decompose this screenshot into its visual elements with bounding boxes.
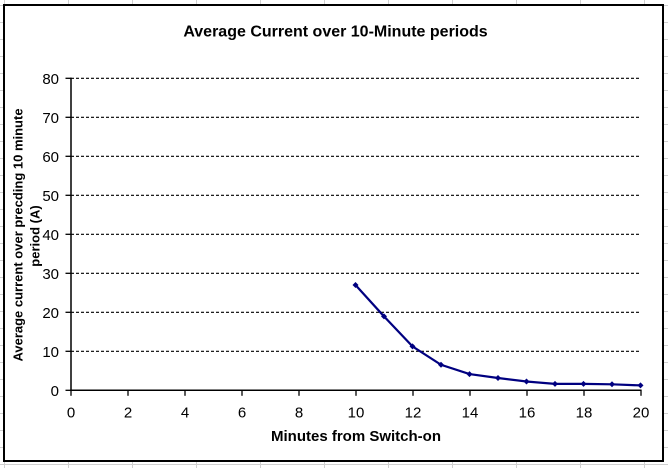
svg-text:50: 50 bbox=[42, 188, 59, 205]
svg-text:0: 0 bbox=[51, 383, 59, 400]
svg-text:20: 20 bbox=[633, 405, 650, 422]
svg-text:0: 0 bbox=[67, 405, 75, 422]
svg-text:40: 40 bbox=[42, 227, 59, 244]
svg-text:80: 80 bbox=[42, 71, 59, 88]
svg-text:2: 2 bbox=[124, 405, 132, 422]
svg-text:4: 4 bbox=[181, 405, 189, 422]
svg-text:70: 70 bbox=[42, 110, 59, 127]
svg-text:6: 6 bbox=[238, 405, 246, 422]
svg-text:60: 60 bbox=[42, 149, 59, 166]
svg-text:14: 14 bbox=[462, 405, 479, 422]
svg-text:8: 8 bbox=[295, 405, 303, 422]
svg-text:Minutes from Switch-on: Minutes from Switch-on bbox=[271, 428, 441, 445]
svg-text:period (A): period (A) bbox=[28, 205, 43, 266]
svg-text:30: 30 bbox=[42, 266, 59, 283]
svg-text:Average Current over 10-Minute: Average Current over 10-Minute periods bbox=[183, 24, 487, 41]
svg-text:16: 16 bbox=[519, 405, 536, 422]
svg-text:10: 10 bbox=[348, 405, 365, 422]
svg-text:12: 12 bbox=[405, 405, 422, 422]
svg-text:20: 20 bbox=[42, 305, 59, 322]
svg-text:10: 10 bbox=[42, 344, 59, 361]
svg-text:18: 18 bbox=[576, 405, 593, 422]
svg-text:Average current over precding: Average current over precding 10 minute bbox=[11, 108, 26, 361]
